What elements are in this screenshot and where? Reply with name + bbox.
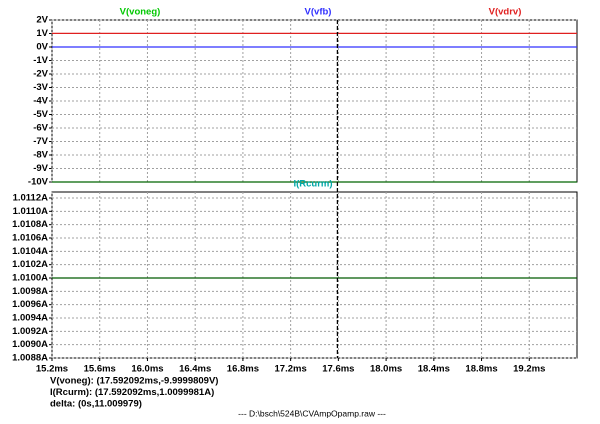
x-tick-label: 16.4ms — [179, 364, 211, 375]
y-tick-label: -1V — [33, 55, 48, 66]
y-tick-label: 0V — [36, 42, 48, 53]
y-tick-label: 1.0096A — [12, 299, 48, 310]
y-tick-label: 1.0110A — [13, 206, 49, 217]
y-tick-label: -10V — [28, 177, 49, 188]
y-tick-label: 1.0112A — [13, 193, 49, 204]
trace-name: I(Rcurm) — [293, 179, 332, 190]
y-tick-label: 1.0106A — [12, 233, 48, 244]
cursor-readout: I(Rcurm): (17.592092ms,1.0099981A) — [50, 387, 214, 398]
x-tick-label: 17.6ms — [322, 364, 354, 375]
y-tick-label: 1.0090A — [12, 339, 48, 350]
trace-name: V(vfb) — [305, 7, 332, 18]
y-tick-label: -4V — [33, 96, 48, 107]
x-tick-label: 15.2ms — [36, 364, 68, 375]
y-tick-label: -7V — [33, 136, 48, 147]
y-tick-label: 2V — [36, 15, 48, 26]
y-tick-label: -8V — [33, 150, 48, 161]
x-tick-label: 18.0ms — [370, 364, 402, 375]
cursor-readout: delta: (0s,11.009979) — [50, 399, 142, 410]
trace-name: V(vdrv) — [489, 7, 522, 18]
x-tick-label: 19.2ms — [513, 364, 545, 375]
y-tick-label: 1.0092A — [12, 326, 48, 337]
x-tick-label: 17.2ms — [275, 364, 307, 375]
y-tick-label: 1.0098A — [12, 286, 48, 297]
y-tick-label: 1.0094A — [12, 313, 48, 324]
x-tick-label: 15.6ms — [84, 364, 116, 375]
x-tick-label: 16.0ms — [131, 364, 163, 375]
y-tick-label: 1.0108A — [12, 219, 48, 230]
y-tick-label: -3V — [33, 82, 48, 93]
y-tick-label: -9V — [33, 163, 48, 174]
y-tick-label: 1V — [36, 28, 48, 39]
y-tick-label: -6V — [33, 123, 48, 134]
y-tick-label: 1.0088A — [12, 353, 48, 364]
x-tick-label: 16.8ms — [227, 364, 259, 375]
plot-frame — [51, 191, 578, 359]
x-tick-label: 18.8ms — [465, 364, 497, 375]
y-tick-label: 1.0102A — [12, 259, 48, 270]
trace-name: V(voneg) — [120, 7, 161, 18]
y-tick-label: 1.0104A — [12, 246, 48, 257]
y-tick-label: -2V — [33, 69, 48, 80]
x-tick-label: 18.4ms — [418, 364, 450, 375]
y-tick-label: 1.0100A — [12, 273, 48, 284]
y-tick-label: -5V — [33, 109, 48, 120]
file-path: --- D:\bsch\524B\CVAmpOpamp.raw --- — [238, 408, 386, 418]
cursor-readout: V(voneg): (17.592092ms,-9.9999809V) — [50, 376, 218, 387]
